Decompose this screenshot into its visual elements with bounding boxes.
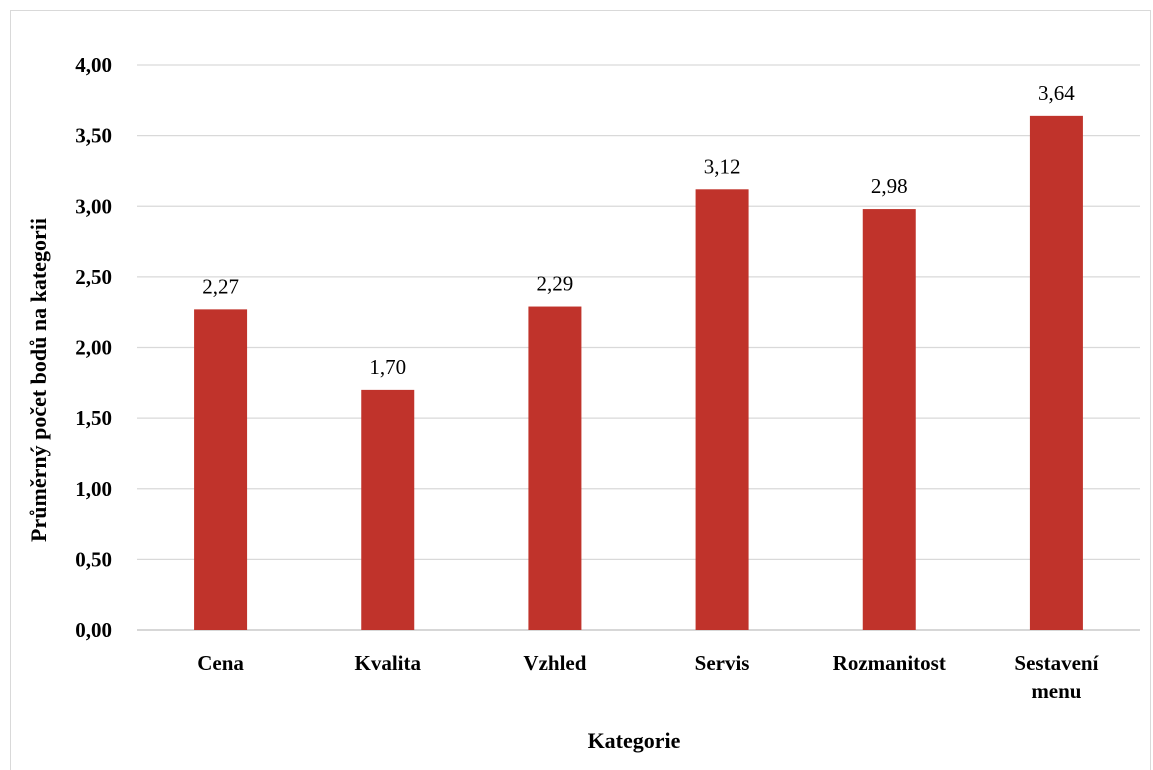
y-tick-labels: 0,00 0,50 1,00 1,50 2,00 2,50 3,00 3,50 4,00 (75, 53, 112, 642)
y-tick-label: 2,50 (75, 265, 112, 289)
x-tick-label: Kvalita (355, 651, 422, 675)
data-label: 2,29 (537, 272, 574, 296)
bar (695, 189, 749, 631)
bar (862, 209, 916, 630)
x-tick-label: Sestavení menu (1014, 651, 1099, 703)
bar (1029, 115, 1083, 631)
bar (528, 306, 582, 630)
y-axis-title: Průměrný počet bodů na kategorii (26, 218, 51, 542)
y-tick-label: 3,50 (75, 124, 112, 148)
chart-frame (10, 10, 1151, 770)
gridlines (137, 64, 1140, 631)
y-tick-label: 0,00 (75, 618, 112, 642)
data-label: 2,27 (202, 274, 239, 298)
x-axis-title: Kategorie (588, 728, 681, 753)
x-tick-label: Vzhled (523, 651, 586, 675)
bars (194, 115, 1083, 631)
x-category-labels: Cena Kvalita Vzhled Servis Rozmanitost Sestav… (197, 651, 1099, 703)
data-label: 1,70 (369, 355, 406, 379)
data-label: 3,64 (1038, 81, 1075, 105)
y-tick-label: 3,00 (75, 194, 112, 218)
data-label: 2,98 (871, 174, 908, 198)
x-tick-label: Cena (197, 651, 244, 675)
bar (194, 309, 248, 630)
data-labels: 2,27 1,70 2,29 3,12 2,98 3,64 (202, 81, 1075, 379)
data-label: 3,12 (704, 154, 741, 178)
x-tick-label: Rozmanitost (833, 651, 946, 675)
y-tick-label: 1,50 (75, 406, 112, 430)
y-tick-label: 0,50 (75, 547, 112, 571)
x-tick-label: Servis (695, 651, 750, 675)
y-tick-label: 2,00 (75, 336, 112, 360)
bar (361, 389, 415, 630)
y-tick-label: 1,00 (75, 477, 112, 501)
y-tick-label: 4,00 (75, 53, 112, 77)
